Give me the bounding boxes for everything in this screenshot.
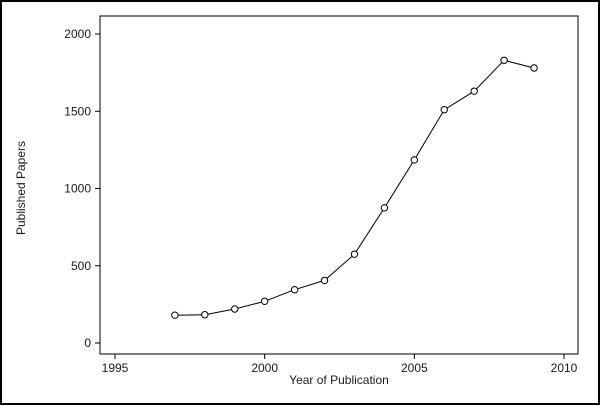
data-point <box>470 87 478 95</box>
data-point <box>410 156 419 164</box>
data-point <box>260 297 269 305</box>
data-point <box>440 106 448 114</box>
data-point <box>201 311 209 319</box>
data-point <box>171 311 179 319</box>
data-point <box>231 305 239 313</box>
plot-area-frame <box>99 15 579 355</box>
y-tick-label: 1000 <box>64 182 91 196</box>
data-point <box>350 250 359 258</box>
y-tick-label: 2000 <box>64 27 91 41</box>
series-line <box>174 59 535 316</box>
y-axis-title: Published Papers <box>14 141 28 235</box>
x-tick-label: 1995 <box>102 361 129 375</box>
data-point <box>500 56 508 64</box>
x-tick-label: 2010 <box>551 361 578 375</box>
data-point <box>290 285 299 294</box>
x-axis-title: Year of Publication <box>289 373 389 387</box>
data-point <box>380 204 389 212</box>
x-tick-label: 2000 <box>251 361 278 375</box>
y-tick-label: 500 <box>71 259 91 273</box>
y-tick-label: 0 <box>84 336 91 350</box>
data-point <box>320 276 329 285</box>
y-tick-label: 1500 <box>64 104 91 118</box>
x-tick-label: 2005 <box>401 361 428 375</box>
data-point <box>530 64 538 72</box>
